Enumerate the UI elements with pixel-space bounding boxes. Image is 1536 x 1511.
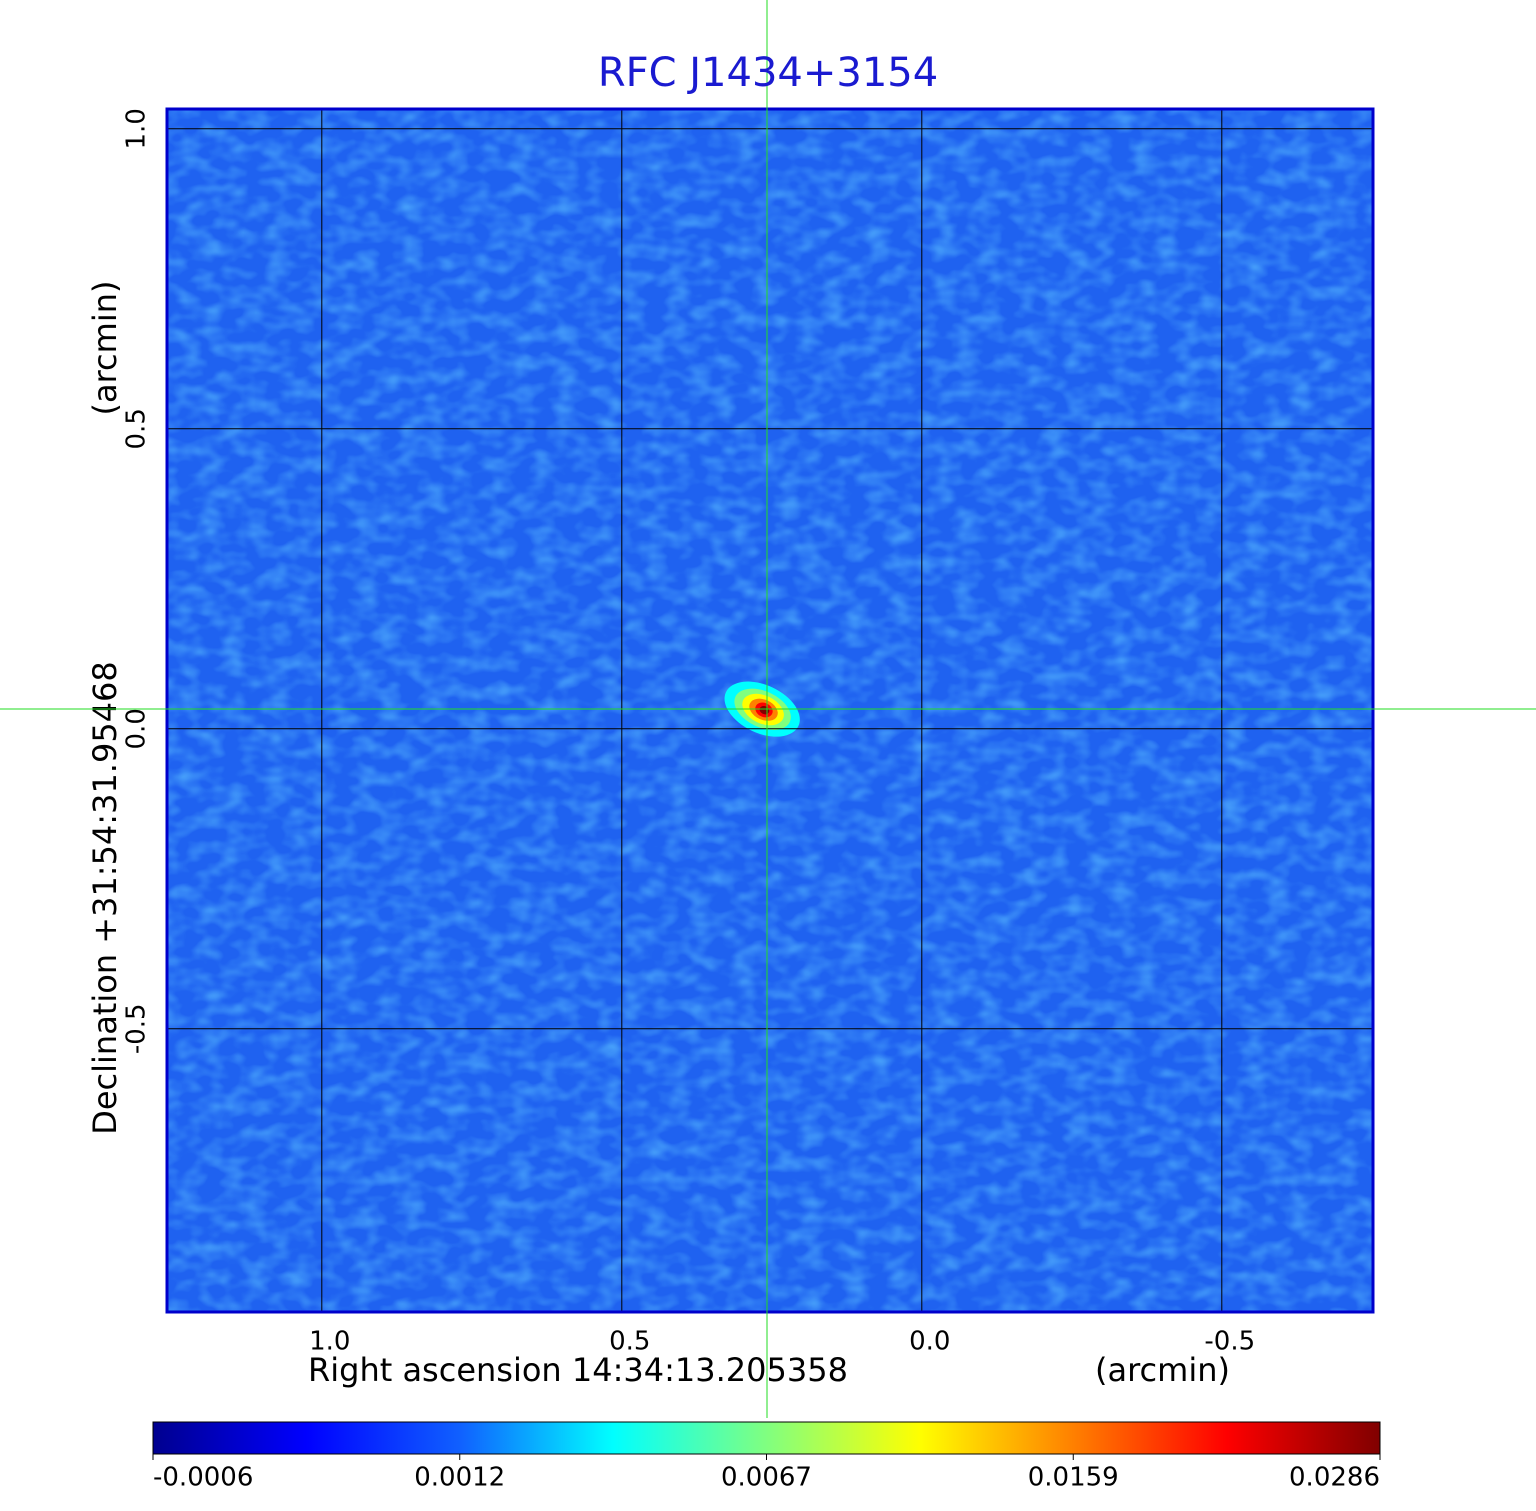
y-tick-label: 0.0 (122, 708, 152, 749)
y-tick-label: 1.0 (122, 108, 152, 149)
x-tick-label: 1.0 (309, 1327, 350, 1357)
y-tick-label: 0.5 (122, 408, 152, 449)
x-axis-unit: (arcmin) (1095, 1351, 1230, 1389)
y-tick-label: -0.5 (122, 1003, 152, 1054)
colorbar-tick-label: 0.0012 (414, 1463, 505, 1493)
colorbar-tick-label: 0.0067 (721, 1463, 812, 1493)
x-tick-label: 0.5 (609, 1327, 650, 1357)
colorbar-tick-label: 0.0286 (1289, 1463, 1380, 1493)
colorbar-tick-label: 0.0159 (1028, 1463, 1119, 1493)
colorbar (152, 1421, 1381, 1455)
x-tick-label: 0.0 (909, 1327, 950, 1357)
x-tick-label: -0.5 (1204, 1327, 1255, 1357)
y-axis-unit: (arcmin) (86, 281, 124, 416)
chart-title: RFC J1434+3154 (598, 50, 938, 96)
colorbar-tick-label: -0.0006 (153, 1463, 253, 1493)
plot-frame (165, 107, 1375, 1314)
x-axis-label: Right ascension 14:34:13.205358 (308, 1351, 848, 1389)
y-axis-label: Declination +31:54:31.95468 (86, 661, 124, 1135)
